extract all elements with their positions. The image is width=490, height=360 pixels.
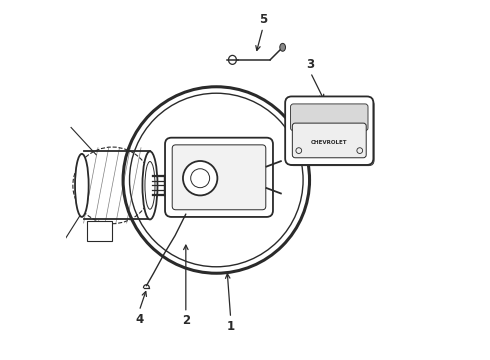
Ellipse shape (143, 151, 157, 220)
Text: 3: 3 (306, 58, 315, 71)
FancyBboxPatch shape (165, 138, 273, 217)
FancyBboxPatch shape (172, 145, 266, 210)
Text: 4: 4 (135, 312, 144, 326)
Ellipse shape (75, 154, 89, 217)
FancyBboxPatch shape (291, 104, 368, 131)
Ellipse shape (280, 43, 286, 51)
Text: 1: 1 (226, 320, 235, 333)
Bar (87, 221, 112, 241)
FancyBboxPatch shape (288, 99, 374, 166)
Text: CHEVROLET: CHEVROLET (311, 140, 347, 145)
FancyBboxPatch shape (285, 96, 373, 165)
Text: 2: 2 (182, 314, 190, 328)
FancyBboxPatch shape (293, 123, 366, 158)
Circle shape (183, 161, 218, 195)
Text: 5: 5 (259, 13, 267, 26)
